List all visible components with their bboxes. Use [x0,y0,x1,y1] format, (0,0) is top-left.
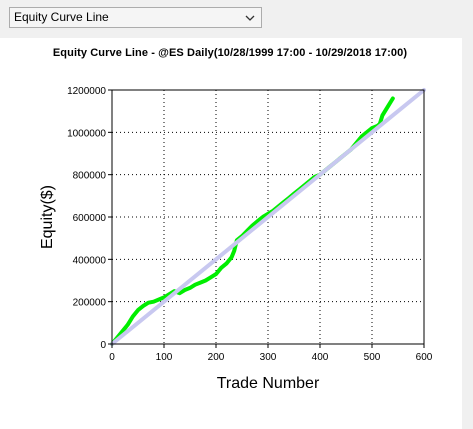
x-tick-label: 200 [208,352,225,363]
y-tick-label: 200000 [73,298,107,309]
y-tick-label: 1200000 [67,86,106,97]
x-tick-label: 100 [156,352,173,363]
x-tick-label: 600 [416,352,433,363]
dropdown-value: Equity Curve Line [14,10,109,24]
x-tick-label: 300 [260,352,277,363]
x-tick-label: 0 [109,352,115,363]
x-tick-label: 500 [364,352,381,363]
x-axis-label: Trade Number [217,375,320,392]
y-tick-label: 0 [100,340,106,351]
y-tick-label: 800000 [73,171,107,182]
y-tick-label: 1000000 [67,128,106,139]
y-axis-label: Equity($) [39,185,56,249]
x-tick-label: 400 [312,352,329,363]
chart-type-dropdown[interactable]: Equity Curve Line [9,7,262,28]
chart-title: Equity Curve Line - @ES Daily(10/28/1999… [52,47,408,59]
chevron-down-icon [245,15,255,21]
trend-line [110,88,426,346]
y-tick-label: 600000 [73,213,107,224]
window-edge [462,0,473,429]
equity-chart: 0 100 200 300 400 500 600 0 200000 400000 600000 80… [39,86,433,392]
y-tick-label: 400000 [73,255,107,266]
